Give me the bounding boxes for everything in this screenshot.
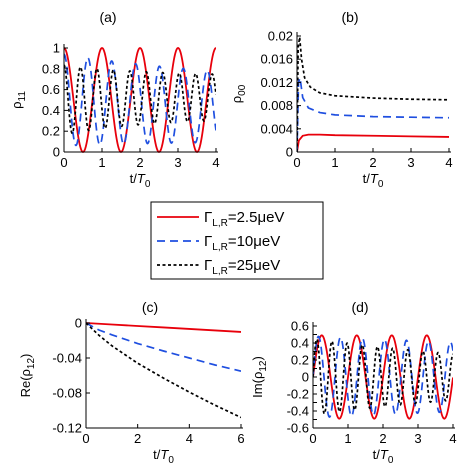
panel-label-2: (c) <box>142 299 158 315</box>
y-tick-label-2-2: -0.04 <box>52 351 82 366</box>
x-tick-label-1-3: 3 <box>407 155 414 170</box>
y-tick-label-1-1: 0.004 <box>260 121 293 136</box>
y-tick-label-0-2: 0.4 <box>42 103 60 118</box>
y-axis-label-1: ρ00 <box>229 84 248 103</box>
y-tick-label-3-4: -0.2 <box>287 387 309 402</box>
x-tick-label-3-3: 3 <box>414 431 421 446</box>
panel-c: 0 2 4 6 -0.12 -0.08 -0.04 0 (c) t/T0 Re(ρ12) <box>18 299 245 463</box>
series-line-3-1 <box>313 335 453 418</box>
y-tick-label-3-8: 0.2 <box>291 353 309 368</box>
panel-label-0: (a) <box>99 9 116 25</box>
x-tick-label-0-1: 1 <box>98 155 105 170</box>
x-tick-label-0-0: 0 <box>60 155 67 170</box>
y-tick-label-3-10: 0.4 <box>291 336 309 351</box>
x-tick-label-3-4: 4 <box>449 431 456 446</box>
series-line-1-2 <box>297 37 449 153</box>
panel-label-3: (d) <box>351 299 368 315</box>
x-axis-label-1: t/T0 <box>363 171 384 190</box>
x-axis-label-2: t/T0 <box>153 447 174 463</box>
x-tick-label-1-1: 1 <box>331 155 338 170</box>
x-tick-label-2-2: 4 <box>186 431 193 446</box>
y-axis-label-2: Re(ρ12) <box>18 354 37 398</box>
legend-label-0: ΓL,R=2.5μeV <box>204 209 284 229</box>
y-tick-label-1-2: 0.008 <box>260 98 293 113</box>
y-tick-label-3-12: 0.6 <box>291 319 309 334</box>
series-line-1-1 <box>297 77 449 153</box>
legend-label-2: ΓL,R=25μeV <box>204 257 280 277</box>
series-line-0-2 <box>64 64 216 135</box>
series-line-0-1 <box>64 53 216 147</box>
series-line-0-0 <box>64 47 216 153</box>
series-line-3-0 <box>313 334 453 420</box>
series-line-2-1 <box>86 322 241 372</box>
x-axis-label-3: t/T0 <box>373 447 394 463</box>
y-tick-label-0-3: 0.6 <box>42 82 60 97</box>
y-axis-label-3: Im(ρ12) <box>250 356 269 398</box>
x-tick-label-0-3: 3 <box>174 155 181 170</box>
series-line-2-2 <box>86 322 241 419</box>
x-tick-label-1-2: 2 <box>369 155 376 170</box>
panel-label-1: (b) <box>341 9 358 25</box>
y-axis-label-0: ρ11 <box>9 91 28 109</box>
y-tick-label-3-0: -0.6 <box>287 421 309 436</box>
legend: ΓL,R=2.5μeV ΓL,R=10μeV ΓL,R=25μeV <box>150 201 324 280</box>
y-tick-label-0-5: 1 <box>53 41 60 56</box>
x-tick-label-1-0: 0 <box>293 155 300 170</box>
x-tick-label-2-1: 2 <box>134 431 141 446</box>
y-tick-label-1-3: 0.012 <box>260 75 293 90</box>
y-tick-label-0-4: 0.8 <box>42 61 60 76</box>
x-tick-label-2-0: 0 <box>82 431 89 446</box>
panel-a: 0 1 2 3 4 0 0.2 0.4 0.6 0.8 1 (a) t/T0 ρ11 <box>9 9 220 190</box>
x-tick-label-1-4: 4 <box>445 155 452 170</box>
legend-box <box>150 201 324 280</box>
y-tick-label-0-1: 0.2 <box>42 124 60 139</box>
y-tick-label-3-6: 0 <box>302 370 309 385</box>
y-tick-label-0-0: 0 <box>53 145 60 160</box>
x-tick-label-3-0: 0 <box>309 431 316 446</box>
y-tick-label-3-2: -0.4 <box>287 404 309 419</box>
y-tick-label-1-0: 0 <box>286 145 293 160</box>
series-line-2-0 <box>86 322 241 333</box>
y-tick-label-1-5: 0.02 <box>268 29 293 44</box>
x-tick-label-3-2: 2 <box>379 431 386 446</box>
y-tick-label-2-3: 0 <box>75 316 82 331</box>
legend-label-1: ΓL,R=10μeV <box>204 233 280 253</box>
y-tick-label-1-4: 0.016 <box>260 52 293 67</box>
x-tick-label-0-4: 4 <box>212 155 219 170</box>
x-tick-label-2-3: 6 <box>237 431 244 446</box>
y-tick-label-2-1: -0.08 <box>52 386 82 401</box>
x-tick-label-3-1: 1 <box>344 431 351 446</box>
x-axis-label-0: t/T0 <box>130 171 151 190</box>
panel-b: 0 1 2 3 4 0 0.004 0.008 0.012 0.016 0.02 (b) t/T0 ρ00 <box>229 9 453 190</box>
y-tick-label-2-0: -0.12 <box>52 421 82 436</box>
panel-d: 0 1 2 3 4 -0.6 -0.4 -0.2 0 0.2 0.4 0.6 (d) t/T0 Im(ρ12… <box>250 299 457 463</box>
x-tick-label-0-2: 2 <box>136 155 143 170</box>
series-line-1-0 <box>297 133 449 153</box>
